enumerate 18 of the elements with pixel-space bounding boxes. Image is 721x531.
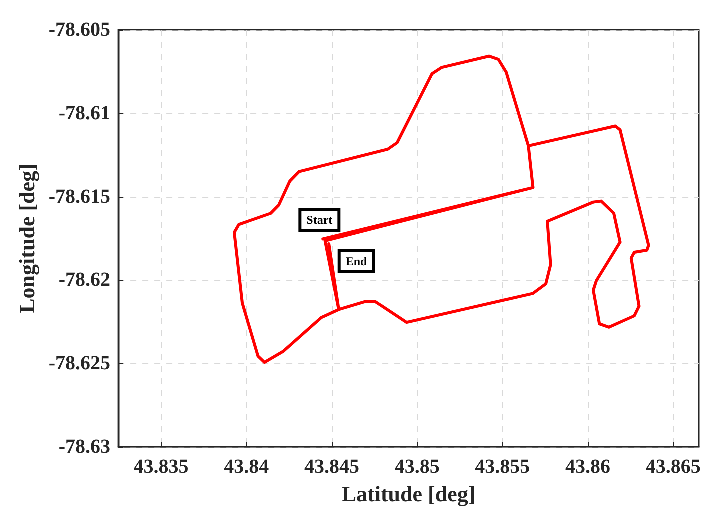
x-tick-label: 43.865 bbox=[646, 456, 701, 478]
y-tick-label: -78.63 bbox=[58, 436, 111, 458]
line-series bbox=[232, 54, 650, 364]
x-axis-title: Latitude [deg] bbox=[342, 482, 476, 506]
annotation: End bbox=[346, 254, 368, 268]
y-axis-title: Longitude [deg] bbox=[14, 164, 40, 314]
y-tick-label: -78.615 bbox=[48, 186, 111, 208]
x-tick-label: 43.845 bbox=[304, 456, 360, 478]
y-tick-label: -78.625 bbox=[48, 352, 111, 375]
y-tick-label: -78.61 bbox=[58, 102, 111, 124]
annotation: Start bbox=[306, 213, 333, 228]
x-tick-label: 43.855 bbox=[475, 456, 530, 478]
x-tick-label: 43.85 bbox=[394, 456, 440, 478]
x-tick-label: 43.86 bbox=[566, 456, 611, 478]
y-tick-label: -78.605 bbox=[48, 19, 111, 41]
y-tick-label: -78.62 bbox=[58, 269, 111, 292]
x-tick-label: 43.84 bbox=[224, 456, 270, 478]
x-tick-label: 43.835 bbox=[134, 456, 189, 478]
